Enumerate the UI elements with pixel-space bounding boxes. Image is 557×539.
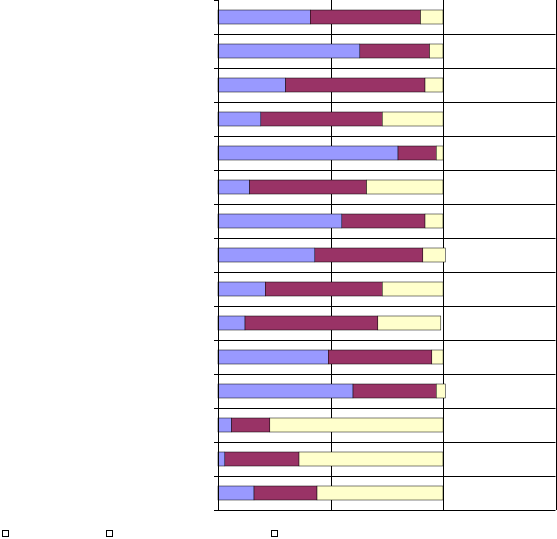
bar-series-3-row-12 bbox=[436, 383, 446, 399]
bar-series-2-row-4 bbox=[260, 111, 383, 127]
bar-series-1-row-6 bbox=[217, 179, 250, 195]
bar-series-2-row-1 bbox=[310, 9, 421, 25]
bar-series-3-row-7 bbox=[424, 213, 444, 229]
legend-swatch-series-3 bbox=[271, 530, 278, 537]
legend-item-series-1 bbox=[2, 528, 13, 539]
bar-series-3-row-5 bbox=[436, 145, 444, 161]
bar-series-3-row-6 bbox=[366, 179, 444, 195]
legend-swatch-series-2 bbox=[106, 530, 113, 537]
bar-series-1-row-5 bbox=[217, 145, 399, 161]
bar-series-1-row-2 bbox=[217, 43, 361, 59]
legend-item-series-2 bbox=[106, 528, 117, 539]
bar-series-2-row-14 bbox=[224, 451, 300, 467]
bars bbox=[217, 9, 446, 501]
legend-swatch-series-1 bbox=[2, 530, 9, 537]
bar-series-1-row-13 bbox=[217, 417, 232, 433]
bar-series-1-row-8 bbox=[217, 247, 316, 263]
bar-series-1-row-11 bbox=[217, 349, 329, 365]
bar-series-3-row-8 bbox=[422, 247, 446, 263]
legend-item-series-3 bbox=[271, 528, 282, 539]
bar-series-1-row-7 bbox=[217, 213, 343, 229]
bar-series-2-row-6 bbox=[249, 179, 367, 195]
bar-series-2-row-12 bbox=[352, 383, 437, 399]
bar-series-1-row-4 bbox=[217, 111, 262, 127]
bar-series-3-row-4 bbox=[382, 111, 444, 127]
bar-series-2-row-2 bbox=[359, 43, 430, 59]
bar-series-1-row-9 bbox=[217, 281, 266, 297]
bar-series-2-row-5 bbox=[397, 145, 437, 161]
legend bbox=[0, 528, 557, 539]
bar-series-2-row-11 bbox=[328, 349, 433, 365]
bar-series-1-row-14 bbox=[217, 451, 226, 467]
bar-series-2-row-13 bbox=[231, 417, 271, 433]
bar-series-3-row-14 bbox=[298, 451, 444, 467]
category-axis bbox=[214, 0, 219, 511]
bar-series-1-row-3 bbox=[217, 77, 286, 93]
bar-series-3-row-3 bbox=[424, 77, 444, 93]
gridlines bbox=[218, 0, 557, 511]
bar-series-1-row-15 bbox=[217, 485, 255, 501]
bar-series-2-row-9 bbox=[265, 281, 383, 297]
bar-series-3-row-10 bbox=[377, 315, 442, 331]
bar-series-3-row-1 bbox=[420, 9, 444, 25]
bar-series-1-row-1 bbox=[217, 9, 311, 25]
bar-series-2-row-10 bbox=[244, 315, 379, 331]
bar-series-1-row-10 bbox=[217, 315, 246, 331]
bar-series-2-row-15 bbox=[253, 485, 318, 501]
bar-series-2-row-3 bbox=[285, 77, 426, 93]
bar-series-3-row-9 bbox=[382, 281, 444, 297]
bar-series-3-row-2 bbox=[429, 43, 444, 59]
bar-series-2-row-7 bbox=[341, 213, 426, 229]
bar-series-3-row-11 bbox=[431, 349, 444, 365]
bar-series-2-row-8 bbox=[314, 247, 424, 263]
bar-series-1-row-12 bbox=[217, 383, 354, 399]
bar-series-3-row-15 bbox=[316, 485, 444, 501]
bar-series-3-row-13 bbox=[269, 417, 444, 433]
